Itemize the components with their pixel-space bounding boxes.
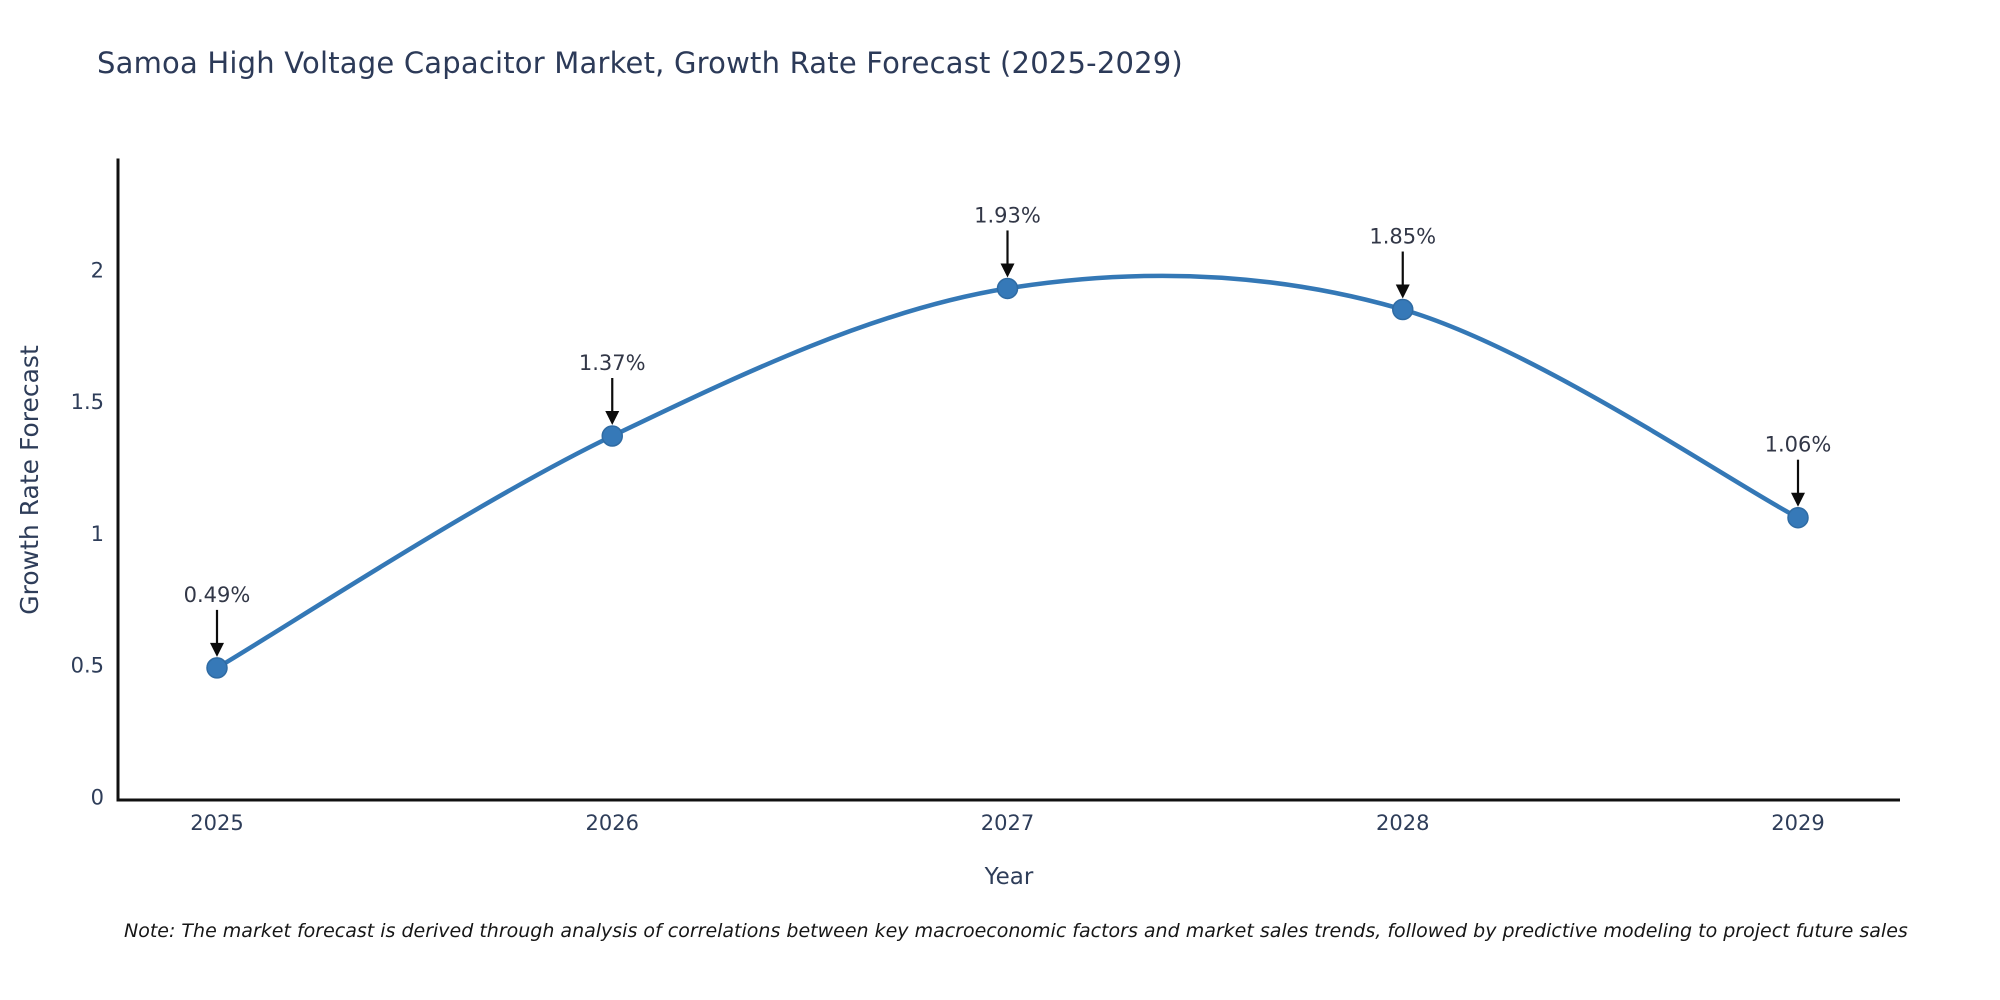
- data-point-label: 1.85%: [1369, 225, 1436, 249]
- x-axis-title: Year: [984, 864, 1034, 890]
- annotation-arrow-head: [1000, 263, 1015, 278]
- data-point-label: 1.37%: [579, 351, 646, 375]
- annotation-arrow-head: [1791, 492, 1805, 507]
- data-point-label: 1.06%: [1765, 433, 1832, 457]
- data-point-marker: [206, 657, 228, 679]
- y-axis-title: Growth Rate Forecast: [15, 345, 44, 615]
- y-tick-label: 0.5: [71, 654, 104, 678]
- forecast-line: [214, 273, 1801, 671]
- data-point-marker: [996, 277, 1019, 300]
- chart-footnote: Note: The market forecast is derived thr…: [124, 920, 1908, 942]
- y-tick-label: 1.5: [71, 390, 104, 414]
- data-point-label: 0.49%: [184, 583, 251, 607]
- data-point-marker: [1787, 506, 1809, 529]
- x-tick-label: 2029: [1771, 811, 1824, 835]
- x-tick-label: 2026: [586, 811, 639, 835]
- y-tick-label: 2: [91, 258, 104, 282]
- y-tick-label: 0: [91, 785, 104, 809]
- data-point-label: 1.93%: [974, 203, 1041, 227]
- annotation-arrow-head: [1395, 284, 1410, 299]
- annotation-arrow-head: [210, 642, 224, 657]
- data-point-marker: [601, 425, 623, 447]
- data-point-marker: [1392, 298, 1414, 321]
- x-tick-label: 2028: [1376, 811, 1429, 835]
- annotation-arrow-head: [605, 411, 620, 426]
- x-tick-label: 2025: [190, 811, 243, 835]
- chart-title: Samoa High Voltage Capacitor Market, Gro…: [97, 46, 1183, 80]
- x-tick-label: 2027: [981, 811, 1034, 835]
- y-tick-label: 1: [91, 522, 104, 546]
